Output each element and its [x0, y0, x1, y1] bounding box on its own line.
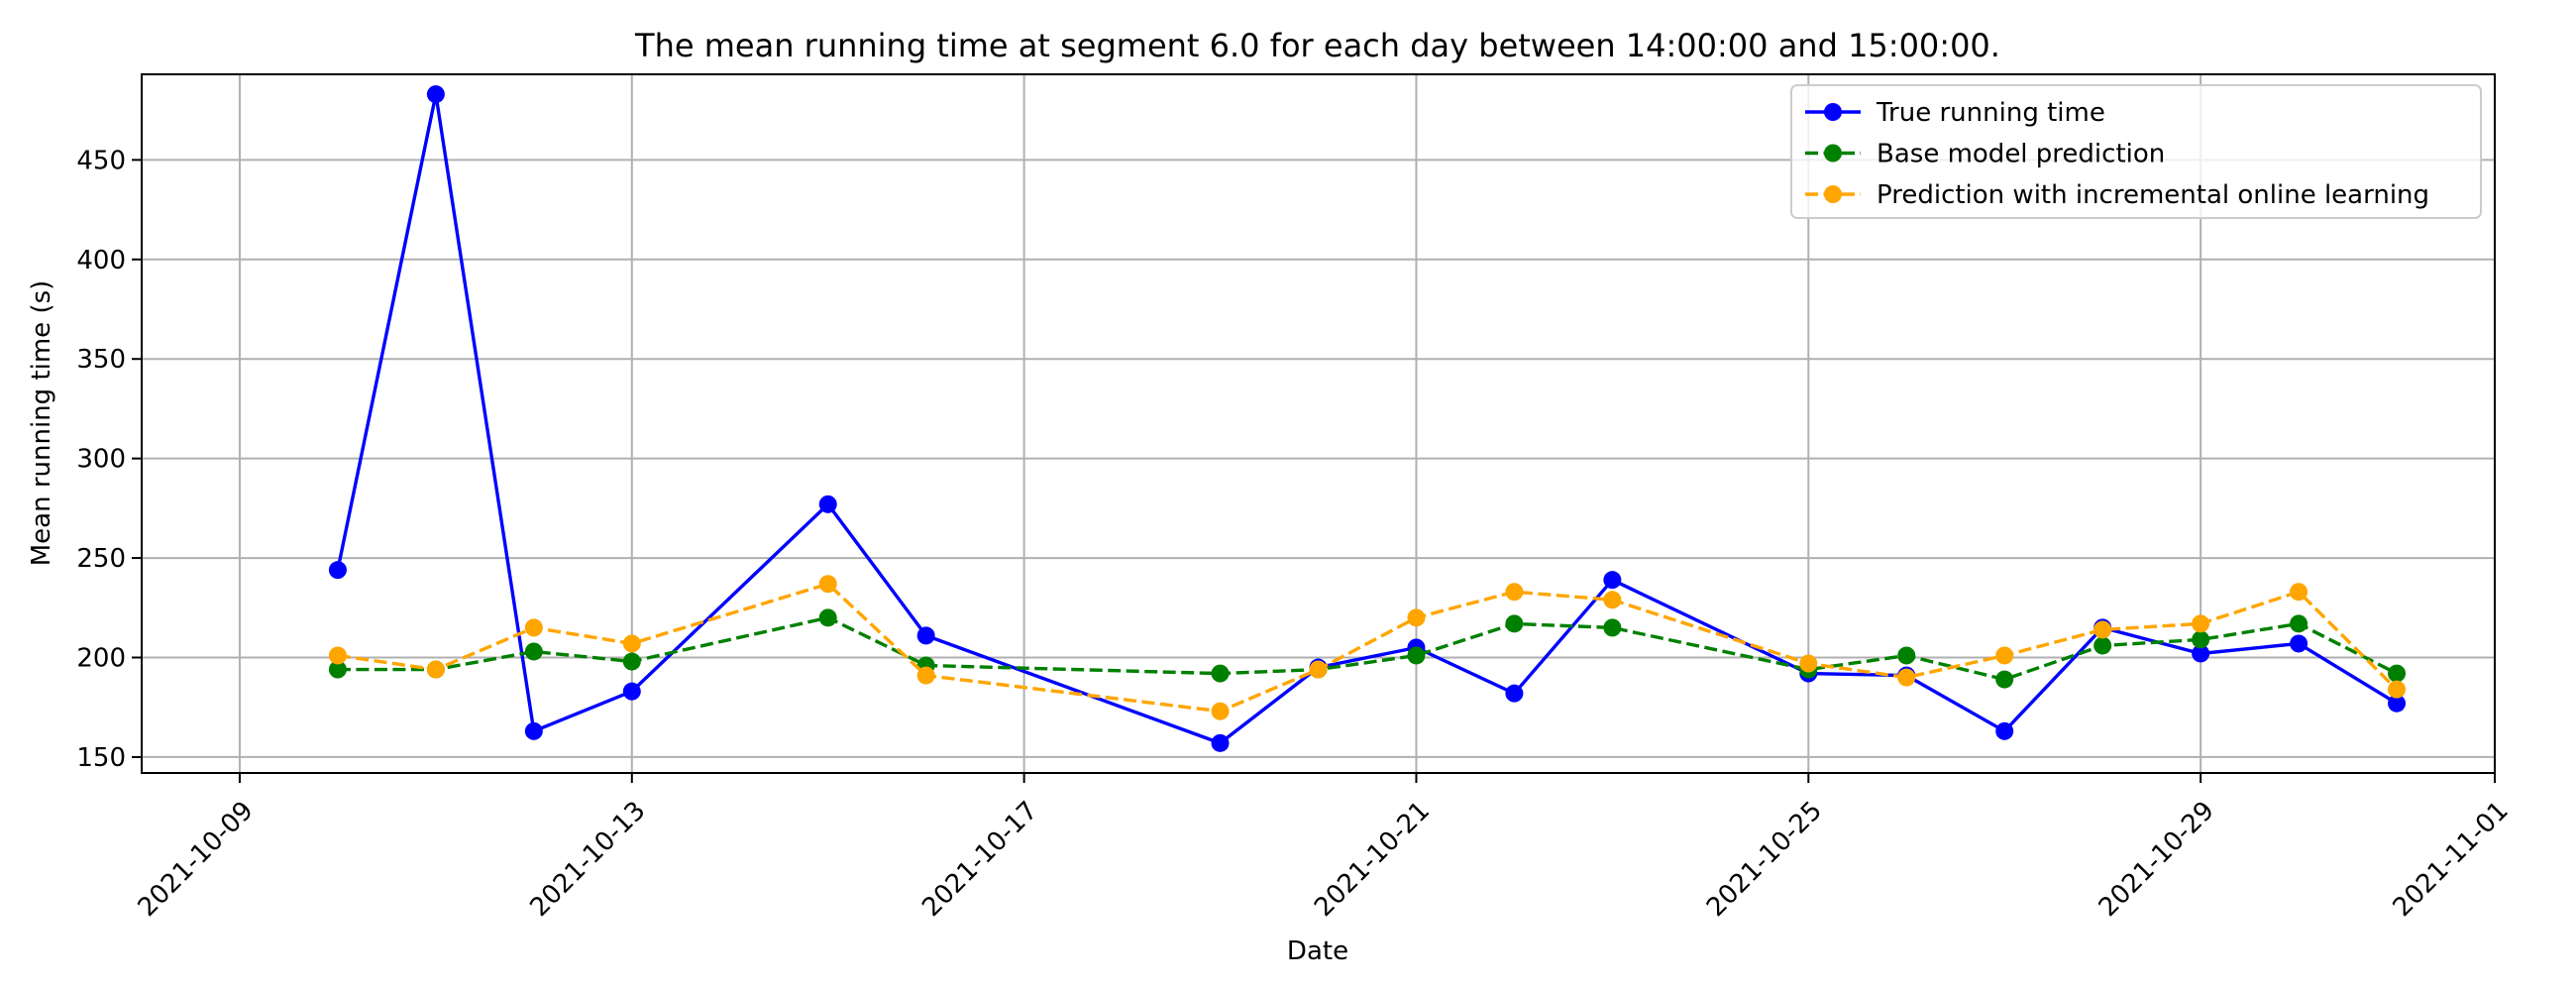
- data-point: [2290, 583, 2308, 602]
- data-point: [2093, 636, 2112, 655]
- data-point: [2093, 620, 2112, 639]
- y-tick-label: 250: [76, 544, 126, 574]
- data-point: [818, 575, 837, 594]
- data-point: [1897, 668, 1916, 687]
- data-point: [524, 721, 543, 740]
- y-tick-label: 150: [76, 743, 126, 773]
- data-point: [1603, 571, 1622, 590]
- series-line: [336, 92, 2398, 745]
- data-point: [1995, 646, 2014, 665]
- data-point: [1995, 670, 2014, 689]
- y-axis-title: Mean running time (s): [27, 280, 56, 567]
- data-point: [818, 608, 837, 627]
- data-point: [1211, 664, 1230, 683]
- data-point: [1505, 583, 1524, 602]
- data-point: [1407, 608, 1426, 627]
- data-point: [1603, 591, 1622, 609]
- data-point: [2388, 694, 2407, 713]
- y-tick-label: 400: [76, 246, 126, 275]
- data-point: [818, 495, 837, 513]
- data-point: [1603, 618, 1622, 637]
- y-tick-label: 350: [76, 345, 126, 375]
- chart-title: The mean running time at segment 6.0 for…: [634, 27, 2000, 64]
- data-point: [2388, 664, 2407, 683]
- data-point: [916, 626, 935, 645]
- data-point: [2290, 634, 2308, 653]
- x-axis-title: Date: [1287, 936, 1348, 966]
- data-point: [1995, 721, 2014, 740]
- legend-label: Base model prediction: [1877, 140, 2165, 169]
- data-point: [2192, 644, 2210, 663]
- data-point: [622, 634, 641, 653]
- legend-box: [1790, 84, 2482, 219]
- data-point: [1211, 733, 1230, 752]
- data-point: [426, 85, 445, 104]
- legend-label: Prediction with incremental online learn…: [1877, 180, 2429, 210]
- data-point: [1505, 614, 1524, 633]
- series-line: [337, 615, 2398, 682]
- data-point: [2388, 680, 2407, 699]
- data-point: [2192, 614, 2210, 633]
- legend-swatch-marker: [1824, 103, 1842, 121]
- data-point: [1407, 646, 1426, 665]
- y-tick-label: 300: [76, 445, 126, 475]
- legend-label: True running time: [1876, 98, 2105, 128]
- data-point: [328, 561, 347, 580]
- data-point: [524, 618, 543, 637]
- legend-swatch-marker: [1824, 185, 1842, 203]
- data-point: [1897, 646, 1916, 665]
- data-point: [916, 666, 935, 685]
- data-point: [1505, 684, 1524, 703]
- data-point: [1799, 654, 1818, 673]
- data-point: [328, 646, 347, 665]
- plot-frame: [141, 73, 2496, 774]
- series-layer: [328, 85, 2407, 752]
- data-point: [1211, 702, 1230, 720]
- legend-swatch-marker: [1824, 144, 1842, 163]
- data-point: [622, 652, 641, 671]
- data-point: [426, 660, 445, 679]
- series-line: [337, 582, 2399, 714]
- data-point: [524, 642, 543, 661]
- data-point: [2290, 614, 2308, 633]
- y-tick-label: 200: [76, 644, 126, 674]
- legend: True running time Base model prediction Pr…: [1790, 84, 2482, 219]
- data-point: [328, 660, 347, 679]
- data-point: [1309, 660, 1328, 679]
- series-2: [328, 575, 2407, 720]
- data-point: [622, 682, 641, 701]
- data-point: [2192, 630, 2210, 649]
- y-tick-label: 450: [76, 146, 126, 175]
